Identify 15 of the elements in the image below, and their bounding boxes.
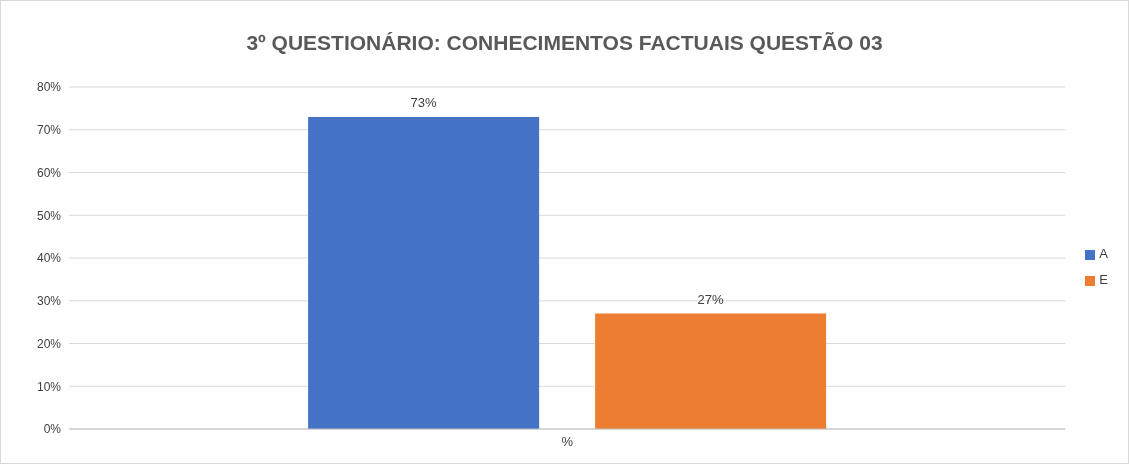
y-tick-label: 60% xyxy=(36,165,62,180)
y-tick-label: 20% xyxy=(36,336,62,351)
y-tick-label: 0% xyxy=(43,422,62,437)
data-label: 73% xyxy=(410,94,438,110)
y-tick-label: 40% xyxy=(36,251,62,266)
chart-title: 3º QUESTIONÁRIO: CONHECIMENTOS FACTUAIS QUESTÃO 03 xyxy=(245,31,884,55)
legend-label: E xyxy=(1099,272,1108,287)
x-tick-label: % xyxy=(561,434,574,450)
y-tick-label: 50% xyxy=(36,208,62,223)
y-tick-label: 10% xyxy=(36,379,62,394)
y-tick-label: 70% xyxy=(36,123,62,138)
data-label: 27% xyxy=(697,291,725,307)
y-tick-label: 30% xyxy=(36,294,62,309)
legend-label: A xyxy=(1099,246,1108,261)
y-tick-label: 80% xyxy=(36,80,62,95)
